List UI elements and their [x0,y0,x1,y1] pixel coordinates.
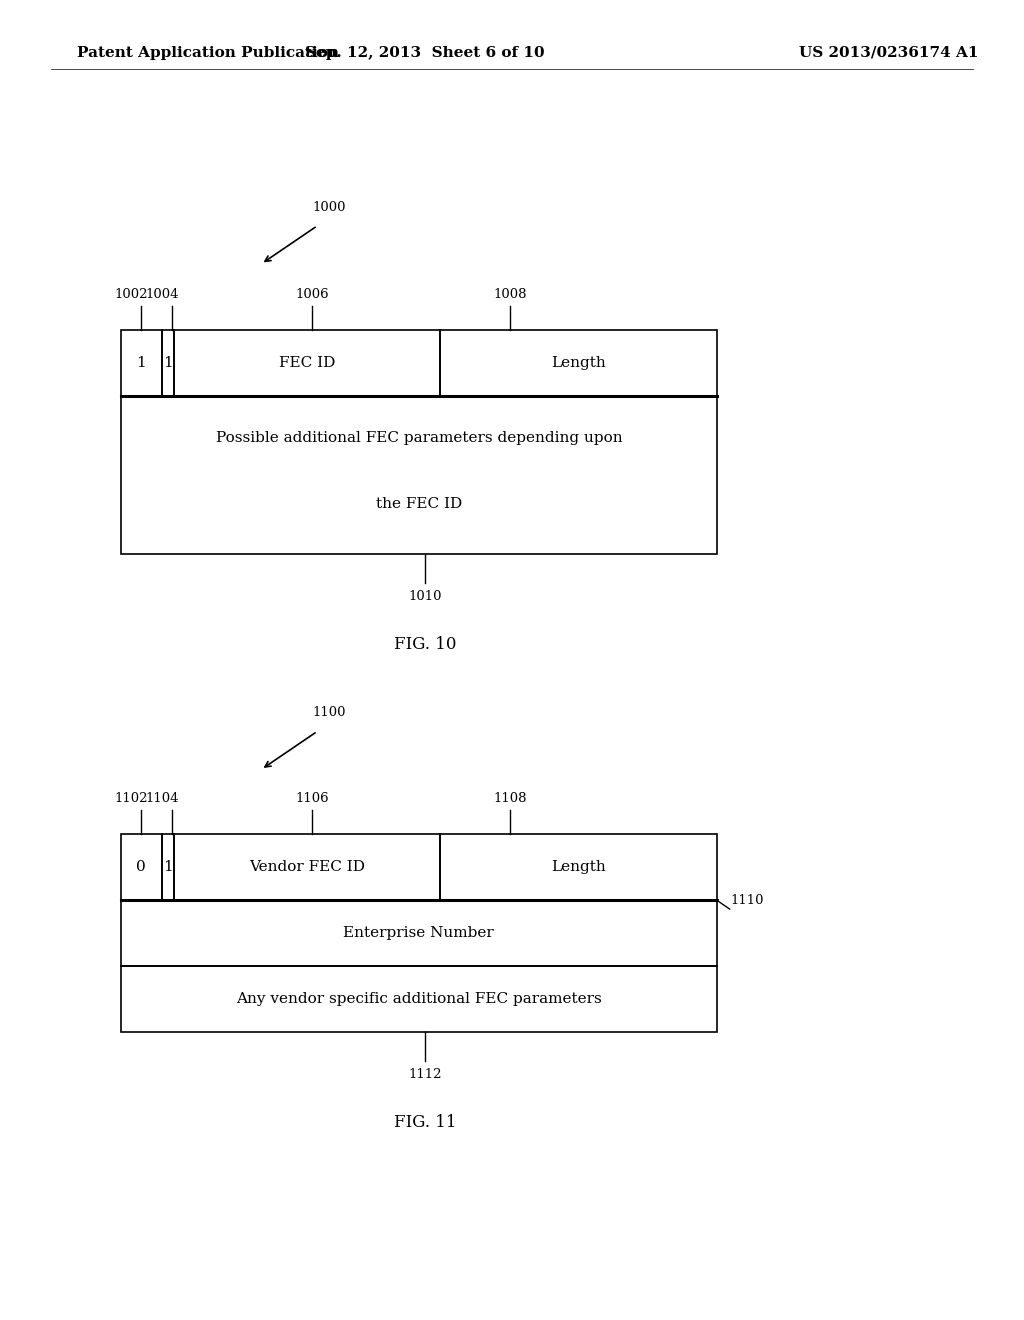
Bar [121,966,717,1032]
Text: 1004: 1004 [145,288,178,301]
Text: Sep. 12, 2013  Sheet 6 of 10: Sep. 12, 2013 Sheet 6 of 10 [305,46,545,59]
Text: FIG. 11: FIG. 11 [393,1114,457,1131]
Bar [121,396,717,554]
Bar [162,330,174,396]
Text: 1104: 1104 [145,792,178,805]
Bar [440,834,717,900]
Bar [121,330,162,396]
Text: Vendor FEC ID: Vendor FEC ID [249,861,366,874]
Bar [174,330,440,396]
Text: Any vendor specific additional FEC parameters: Any vendor specific additional FEC param… [236,993,602,1006]
Text: 1: 1 [136,356,146,370]
Text: 1112: 1112 [409,1068,441,1081]
Bar [121,834,162,900]
Text: 1000: 1000 [312,201,346,214]
Text: 1106: 1106 [296,792,329,805]
Text: Enterprise Number: Enterprise Number [343,927,495,940]
Text: 0: 0 [136,861,146,874]
Text: 1010: 1010 [409,590,441,603]
Text: 1002: 1002 [115,288,147,301]
Text: FEC ID: FEC ID [279,356,336,370]
Text: US 2013/0236174 A1: US 2013/0236174 A1 [799,46,978,59]
Text: 1110: 1110 [730,894,764,907]
Bar [121,900,717,966]
Text: Length: Length [551,356,606,370]
Text: Length: Length [551,861,606,874]
Text: Patent Application Publication: Patent Application Publication [77,46,339,59]
Text: 1100: 1100 [312,706,346,719]
Text: 1: 1 [163,861,173,874]
Bar [174,834,440,900]
Text: 1008: 1008 [494,288,526,301]
Text: 1: 1 [163,356,173,370]
Text: Possible additional FEC parameters depending upon: Possible additional FEC parameters depen… [215,432,623,445]
Bar [440,330,717,396]
Bar [162,834,174,900]
Text: FIG. 10: FIG. 10 [393,636,457,653]
Text: the FEC ID: the FEC ID [376,498,462,511]
Text: 1108: 1108 [494,792,526,805]
Text: 1102: 1102 [115,792,147,805]
Text: 1006: 1006 [296,288,329,301]
